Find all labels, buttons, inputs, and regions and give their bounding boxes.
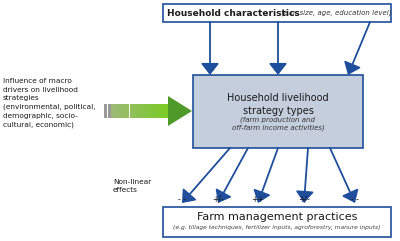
- Polygon shape: [137, 104, 138, 118]
- Polygon shape: [169, 104, 170, 118]
- Polygon shape: [109, 104, 110, 118]
- Bar: [163, 4, 391, 22]
- Polygon shape: [168, 104, 169, 118]
- Text: (e.g. size, age, education level): (e.g. size, age, education level): [279, 10, 392, 16]
- Polygon shape: [154, 104, 155, 118]
- Polygon shape: [131, 104, 132, 118]
- Polygon shape: [165, 104, 166, 118]
- Polygon shape: [152, 104, 154, 118]
- Text: +/-: +/-: [298, 195, 310, 204]
- Polygon shape: [112, 104, 113, 118]
- Polygon shape: [141, 104, 142, 118]
- Text: Influence of macro
drivers on livelihood
strategies
(environmental, political,
d: Influence of macro drivers on livelihood…: [3, 78, 96, 128]
- Text: ++: ++: [252, 195, 264, 204]
- Polygon shape: [159, 104, 160, 118]
- Polygon shape: [108, 104, 109, 118]
- Polygon shape: [126, 104, 127, 118]
- Text: - -: - -: [178, 195, 186, 204]
- Polygon shape: [123, 104, 124, 118]
- Polygon shape: [161, 104, 162, 118]
- Polygon shape: [121, 104, 122, 118]
- Text: Household livelihood
strategy types: Household livelihood strategy types: [227, 93, 329, 116]
- Polygon shape: [114, 104, 116, 118]
- Polygon shape: [162, 104, 164, 118]
- Polygon shape: [170, 104, 171, 118]
- Text: +/-: +/-: [212, 195, 224, 204]
- Text: Non-linear
effects: Non-linear effects: [113, 179, 151, 193]
- Polygon shape: [128, 104, 130, 118]
- Polygon shape: [130, 104, 131, 118]
- Polygon shape: [132, 104, 133, 118]
- Polygon shape: [157, 104, 158, 118]
- Polygon shape: [148, 104, 150, 118]
- Polygon shape: [145, 104, 146, 118]
- Polygon shape: [160, 104, 161, 118]
- Polygon shape: [155, 104, 156, 118]
- Polygon shape: [134, 104, 136, 118]
- Polygon shape: [136, 104, 137, 118]
- Polygon shape: [133, 104, 134, 118]
- Bar: [163, 207, 391, 237]
- Polygon shape: [142, 104, 144, 118]
- Text: (e.g. tillage techniques, fertilizer inputs, agroforestry, manure inputs): (e.g. tillage techniques, fertilizer inp…: [173, 225, 381, 229]
- Text: Farm management practices: Farm management practices: [197, 212, 357, 222]
- Polygon shape: [117, 104, 118, 118]
- Polygon shape: [124, 104, 126, 118]
- Bar: [193, 75, 363, 148]
- Polygon shape: [164, 104, 165, 118]
- Text: (farm production and
off-farm income activities): (farm production and off-farm income act…: [232, 116, 324, 131]
- Polygon shape: [144, 104, 145, 118]
- Polygon shape: [113, 104, 114, 118]
- Polygon shape: [119, 104, 121, 118]
- Text: Household characteristics: Household characteristics: [167, 8, 300, 18]
- Polygon shape: [116, 104, 117, 118]
- Polygon shape: [151, 104, 152, 118]
- Polygon shape: [147, 104, 148, 118]
- Polygon shape: [156, 104, 157, 118]
- Polygon shape: [138, 104, 140, 118]
- Polygon shape: [168, 96, 192, 126]
- Polygon shape: [118, 104, 119, 118]
- Polygon shape: [122, 104, 123, 118]
- Polygon shape: [127, 104, 128, 118]
- Polygon shape: [146, 104, 147, 118]
- Polygon shape: [140, 104, 141, 118]
- Polygon shape: [166, 104, 168, 118]
- Polygon shape: [150, 104, 151, 118]
- Text: - -: - -: [351, 195, 359, 204]
- Bar: [104, 104, 107, 118]
- Polygon shape: [110, 104, 112, 118]
- Bar: [108, 104, 111, 118]
